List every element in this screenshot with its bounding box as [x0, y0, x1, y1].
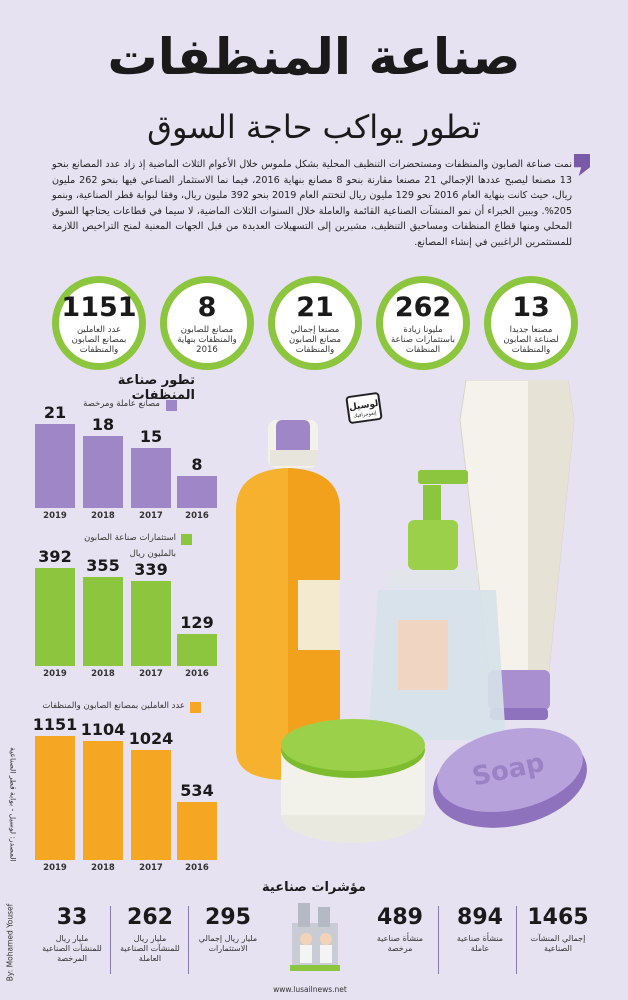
- indicator-operating-investment: 262 مليار ريال للمنشآت الصناعية العاملة: [118, 905, 182, 964]
- bar-value-label: 21: [43, 403, 67, 422]
- indicator-label: مليار ريال للمنشآت الصناعية المرخصة: [42, 934, 102, 963]
- indicator-total-facilities: 1465 إجمالي المنشآت الصناعية: [526, 905, 590, 954]
- bar-category-label: 2016: [185, 511, 209, 521]
- indicator-label: مليار ريال للمنشآت الصناعية العاملة: [120, 934, 180, 963]
- divider: [438, 906, 439, 974]
- indicators-title: مؤشرات صناعية: [262, 880, 366, 895]
- bar-2016: [177, 476, 217, 508]
- quote-icon: [574, 154, 590, 176]
- orange-bottle-icon: [236, 420, 340, 780]
- badge-text: لوسيل: [348, 399, 379, 413]
- stat-label: مليونا زيادة باستثمارات صناعة المنظفات: [391, 325, 455, 355]
- bar-category-label: 2016: [185, 863, 209, 873]
- stat-circle-total-factories: 21 مصنعا إجمالي مصانع الصابون والمنظفات: [268, 276, 362, 370]
- stat-circle-factories-2016: 8 مصانع للصابون والمنظفات بنهاية 2016: [160, 276, 254, 370]
- stat-value: 21: [296, 292, 334, 323]
- stat-circle-investment-increase: 262 مليونا زيادة باستثمارات صناعة المنظف…: [376, 276, 470, 370]
- section-title: تطور صناعة المنظفات: [117, 373, 195, 403]
- bar-2019: [35, 424, 75, 508]
- stat-value: 13: [512, 292, 550, 323]
- indicator-value: 262: [127, 905, 173, 930]
- bar-category-label: 2017: [139, 669, 163, 679]
- indicator-label: مليار ريال إجمالي الاستثمارات: [198, 934, 258, 953]
- legend-swatch-investment: [181, 534, 192, 545]
- legend-swatch-factories: [166, 400, 177, 411]
- source-credit: المصدر: لوسيل - بوابة قطر الصناعية: [8, 747, 18, 862]
- stat-circle-new-factories: 13 مصنعا جديدا لصناعة الصابون والمنظفات: [484, 276, 578, 370]
- bar-value-label: 1024: [128, 729, 174, 748]
- bar-value-label: 15: [139, 427, 163, 446]
- indicator-value: 33: [56, 905, 88, 930]
- bar-2018: [83, 436, 123, 508]
- author-credit: By: Mohamed Yousef: [5, 903, 15, 982]
- pump-bottle-icon: [368, 470, 506, 740]
- bar-category-label: 2018: [91, 669, 115, 679]
- bar-2017: [131, 581, 171, 666]
- bar-value-label: 1151: [32, 715, 78, 734]
- stat-label: مصنعا جديدا لصناعة الصابون والمنظفات: [503, 325, 559, 355]
- bar-category-label: 2017: [139, 511, 163, 521]
- bar-value-label: 392: [38, 547, 72, 566]
- bar-category-label: 2019: [43, 669, 67, 679]
- legend-label-factories: مصانع عاملة ومرخصة: [83, 399, 160, 409]
- indicator-total-investment: 295 مليار ريال إجمالي الاستثمارات: [196, 905, 260, 954]
- bar-2016: [177, 802, 217, 860]
- factory-workers-icon: [290, 903, 340, 971]
- website-link[interactable]: www.lusailnews.net: [273, 985, 347, 994]
- divider: [516, 906, 517, 974]
- intro-paragraph: نمت صناعة الصابون والمنظفات ومستحضرات ال…: [52, 159, 573, 248]
- legend-swatch-workers: [190, 702, 201, 713]
- bar-category-label: 2017: [139, 863, 163, 873]
- bar-category-label: 2016: [185, 669, 209, 679]
- indicator-licensed-facilities: 489 منشأة صناعية مرخصة: [368, 905, 432, 954]
- legend-unit-investment: بالمليون ريال: [129, 549, 176, 559]
- bar-2017: [131, 750, 171, 860]
- bar-value-label: 129: [180, 613, 214, 632]
- divider: [188, 906, 189, 974]
- indicator-value: 1465: [527, 905, 589, 930]
- legend-label-workers: عدد العاملين بمصانع الصابون والمنظفات: [42, 701, 185, 711]
- indicator-value: 489: [377, 905, 423, 930]
- bar-category-label: 2019: [43, 863, 67, 873]
- badge-subtext: إنفوجرافيك: [353, 410, 377, 419]
- stat-label: مصانع للصابون والمنظفات بنهاية 2016: [177, 325, 237, 355]
- lusail-logo-icon: لوسيل إنفوجرافيك: [345, 392, 383, 424]
- bar-value-label: 18: [91, 415, 115, 434]
- indicator-label: منشأة صناعية مرخصة: [376, 934, 424, 953]
- bar-value-label: 1104: [80, 720, 126, 739]
- indicator-value: 295: [205, 905, 251, 930]
- stat-value: 1151: [61, 292, 137, 323]
- page-title: صناعة المنظفات: [107, 28, 521, 86]
- legend-label-investment: استثمارات صناعة الصابون: [84, 533, 176, 543]
- bar-2019: [35, 736, 75, 860]
- indicator-label: إجمالي المنشآت الصناعية: [530, 934, 586, 953]
- cream-jar-icon: [281, 719, 425, 843]
- page-subtitle: تطور يواكب حاجة السوق: [147, 108, 481, 146]
- soap-bar-icon: Soap: [433, 727, 587, 828]
- bar-2016: [177, 634, 217, 666]
- bar-2018: [83, 577, 123, 666]
- stat-label: عدد العاملين بمصانع الصابون والمنظفات: [71, 325, 127, 355]
- bar-value-label: 355: [86, 556, 120, 575]
- divider: [110, 906, 111, 974]
- bar-category-label: 2018: [91, 511, 115, 521]
- stat-value: 8: [197, 292, 217, 323]
- cleaning-products-illustration: Soap: [236, 380, 587, 843]
- stat-circle-workers: 1151 عدد العاملين بمصانع الصابون والمنظف…: [52, 276, 146, 370]
- indicator-value: 894: [457, 905, 503, 930]
- indicator-licensed-investment: 33 مليار ريال للمنشآت الصناعية المرخصة: [40, 905, 104, 964]
- bar-2017: [131, 448, 171, 508]
- stat-value: 262: [394, 292, 452, 323]
- indicator-label: منشأة صناعية عاملة: [456, 934, 504, 953]
- bar-category-label: 2018: [91, 863, 115, 873]
- bar-2018: [83, 741, 123, 860]
- stat-label: مصنعا إجمالي مصانع الصابون والمنظفات: [288, 325, 342, 355]
- indicator-operating-facilities: 894 منشأة صناعية عاملة: [448, 905, 512, 954]
- bar-category-label: 2019: [43, 511, 67, 521]
- bar-value-label: 534: [180, 781, 214, 800]
- bar-2019: [35, 568, 75, 666]
- bar-value-label: 8: [191, 455, 203, 474]
- bar-value-label: 339: [134, 560, 168, 579]
